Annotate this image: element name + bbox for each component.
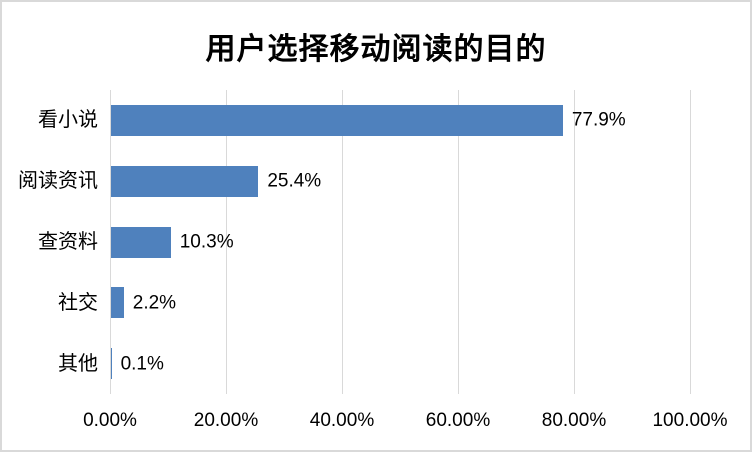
x-tick-label-4: 80.00% — [541, 410, 607, 431]
category-label-1: 阅读资讯 — [18, 170, 98, 193]
x-tick-label-0: 0.00% — [83, 410, 137, 431]
value-label-4: 0.1% — [120, 353, 164, 375]
category-label-0: 看小说 — [38, 109, 98, 132]
category-label-4: 其他 — [58, 352, 98, 375]
category-axis: 看小说阅读资讯查资料社交其他 — [0, 90, 98, 394]
gridline — [342, 90, 343, 394]
value-label-0: 77.9% — [571, 109, 626, 131]
x-tick-label-3: 60.00% — [425, 410, 491, 431]
x-tick-label-5: 100.00% — [652, 410, 728, 431]
x-tick-label-2: 40.00% — [309, 410, 375, 431]
value-label-2: 10.3% — [179, 231, 234, 253]
bar-0 — [111, 104, 563, 136]
y-axis-line — [110, 90, 111, 394]
plot-area: 77.9% 25.4% 10.3% 2.2% 0.1% — [110, 90, 691, 394]
x-axis: 0.00% 20.00% 40.00% 60.00% 80.00% 100.00% — [83, 410, 727, 437]
category-label-2: 查资料 — [38, 231, 98, 253]
bar-3 — [111, 287, 124, 319]
bar-2 — [111, 226, 171, 258]
gridline — [458, 90, 459, 394]
gridline — [226, 90, 227, 394]
category-label-3: 社交 — [58, 291, 98, 314]
bar-1 — [111, 165, 259, 197]
gridline — [690, 90, 691, 394]
value-label-1: 25.4% — [267, 170, 322, 192]
bar-4 — [111, 348, 112, 380]
value-label-3: 2.2% — [132, 292, 177, 314]
gridline — [574, 90, 575, 394]
x-tick-label-1: 20.00% — [193, 410, 259, 431]
chart-title: 用户选择移动阅读的目的 — [205, 33, 547, 66]
